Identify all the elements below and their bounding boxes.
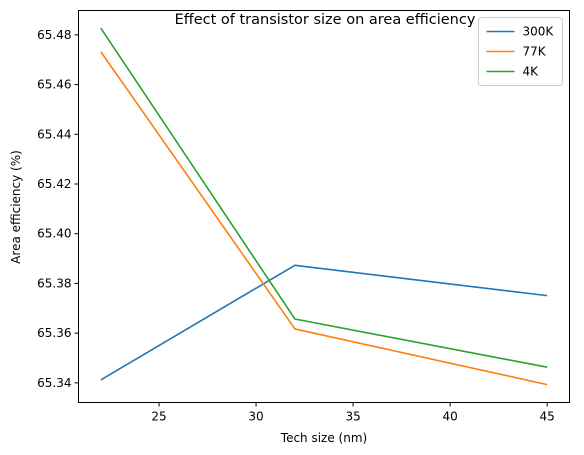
y-tick-label: 65.42 <box>37 177 71 191</box>
x-tick-label: 30 <box>248 410 263 424</box>
x-axis-label: Tech size (nm) <box>280 431 367 445</box>
y-axis: 65.34 65.36 65.38 65.40 65.42 65.44 65.46 65.48 <box>37 28 78 390</box>
y-tick-label: 65.48 <box>37 28 71 42</box>
y-tick-label: 65.40 <box>37 227 71 241</box>
x-axis: 25 30 35 40 45 <box>151 403 554 424</box>
x-tick-label: 35 <box>345 410 360 424</box>
legend: 300K 77K 4K <box>479 18 563 86</box>
y-axis-label: Area efficiency (%) <box>9 150 23 264</box>
legend-label: 77K <box>523 45 547 59</box>
chart-title: Effect of transistor size on area effici… <box>175 12 476 28</box>
x-tick-label: 40 <box>443 410 458 424</box>
legend-label: 300K <box>523 25 555 39</box>
y-tick-label: 65.34 <box>37 376 71 390</box>
series-line-300K <box>101 265 547 380</box>
x-tick-label: 25 <box>151 410 166 424</box>
x-tick-label: 45 <box>540 410 555 424</box>
y-tick-label: 65.44 <box>37 127 71 141</box>
y-tick-label: 65.38 <box>37 276 71 290</box>
y-tick-label: 65.46 <box>37 78 71 92</box>
legend-label: 4K <box>523 65 540 79</box>
series-line-77K <box>101 52 547 385</box>
y-tick-label: 65.36 <box>37 326 71 340</box>
